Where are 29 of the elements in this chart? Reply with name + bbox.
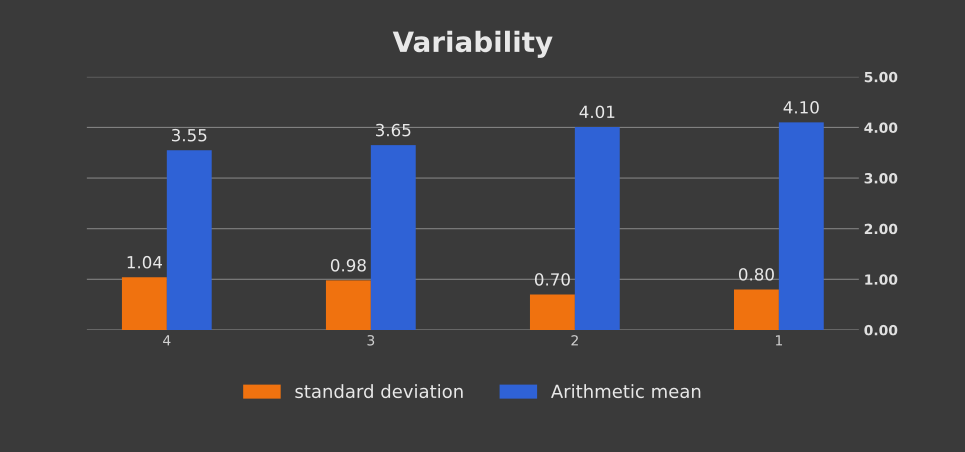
bar xyxy=(122,277,167,330)
data-label: 0.98 xyxy=(330,258,366,272)
bar xyxy=(530,294,575,330)
y-tick-label: 5.00 xyxy=(864,72,898,82)
data-label: 3.65 xyxy=(376,124,410,136)
legend-label: standard deviation xyxy=(295,384,463,398)
x-tick-label: 2 xyxy=(571,335,578,346)
data-label: 0.80 xyxy=(738,268,774,281)
legend-label: Arithmetic mean xyxy=(550,384,700,398)
data-label: 3.55 xyxy=(172,128,206,142)
bar xyxy=(326,280,371,330)
bar xyxy=(734,289,779,330)
y-tick-label: 0.00 xyxy=(864,324,898,336)
bar xyxy=(370,145,416,330)
data-label: 4.10 xyxy=(784,101,819,114)
y-tick-label: 1.00 xyxy=(865,274,898,285)
y-tick-label: 2.00 xyxy=(864,224,898,234)
data-label: 0.70 xyxy=(534,273,570,286)
y-tick-label: 4.00 xyxy=(864,122,898,133)
x-tick-label: 3 xyxy=(367,335,374,346)
bar xyxy=(778,122,824,330)
x-tick-label: 4 xyxy=(163,335,170,346)
bar xyxy=(574,126,620,330)
data-label: 4.01 xyxy=(580,106,614,118)
chart-title: Variability xyxy=(392,30,553,58)
bar xyxy=(166,150,212,330)
data-label: 1.04 xyxy=(128,256,162,269)
y-tick-label: 3.00 xyxy=(864,173,898,184)
x-tick-label: 1 xyxy=(776,335,782,346)
